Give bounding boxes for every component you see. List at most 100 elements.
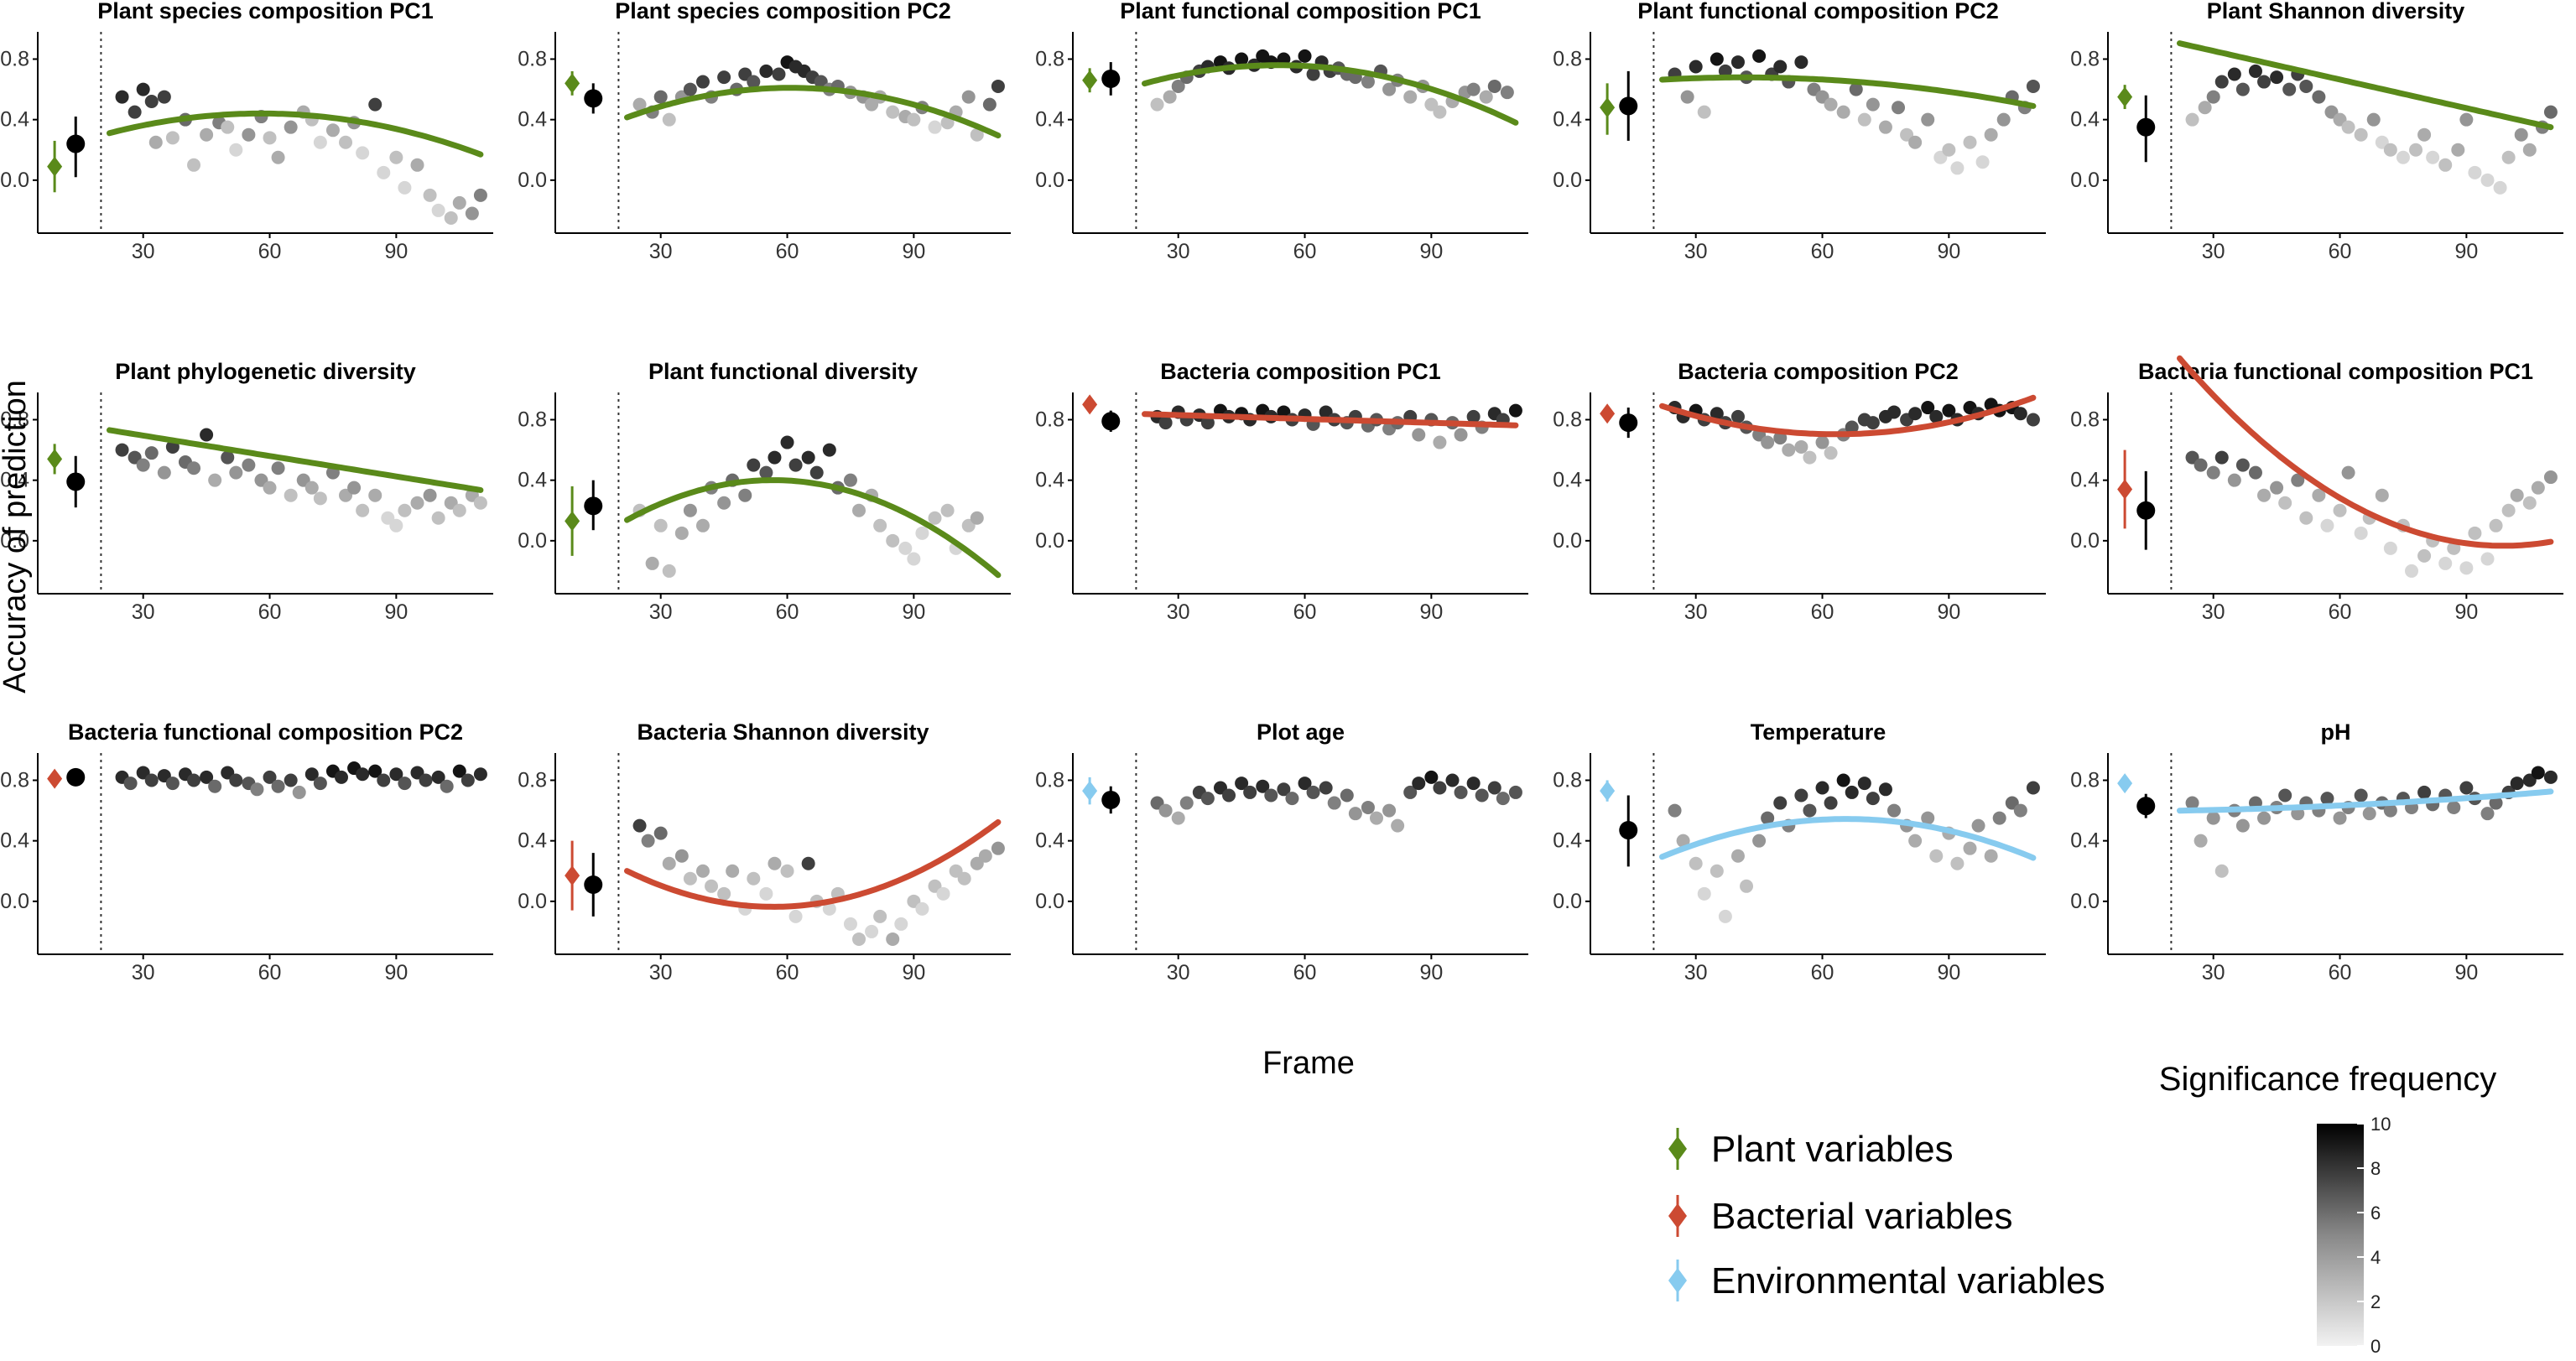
data-point <box>2396 150 2410 164</box>
data-point <box>1929 849 1944 863</box>
data-point <box>1348 807 1362 821</box>
x-tick-label: 90 <box>902 961 925 984</box>
data-point <box>1815 781 1829 795</box>
data-point <box>2489 518 2503 532</box>
data-point <box>2227 473 2241 487</box>
colorbar-tick-label: 0 <box>2370 1336 2381 1357</box>
y-tick-label: 0.4 <box>2070 829 2100 853</box>
data-point <box>873 909 887 923</box>
data-point <box>263 770 277 784</box>
data-point <box>440 779 454 793</box>
baseline-diamond <box>47 449 63 470</box>
data-point <box>1836 105 1850 119</box>
data-point <box>2501 503 2516 517</box>
data-point <box>431 203 445 217</box>
data-point <box>1878 120 1892 134</box>
data-point <box>2333 811 2347 825</box>
data-point <box>2194 834 2208 848</box>
x-tick-label: 90 <box>2454 961 2478 984</box>
y-tick-label: 0.8 <box>1035 768 1064 792</box>
baseline-circle <box>66 472 86 491</box>
fit-curve <box>2177 788 2554 814</box>
legend-item-environment: Environmental variables <box>1668 1260 2105 1301</box>
data-point <box>200 127 214 142</box>
panel-title: Plant functional diversity <box>648 359 918 384</box>
y-tick-label: 0.8 <box>518 47 547 70</box>
data-point <box>208 473 222 487</box>
data-point <box>1370 811 1383 825</box>
data-point <box>2227 67 2241 81</box>
data-point <box>2459 112 2474 127</box>
data-point <box>473 188 487 202</box>
y-tick-label: 0.8 <box>2070 408 2100 431</box>
data-point <box>1200 792 1215 806</box>
data-point <box>229 773 243 787</box>
data-point <box>1950 856 1965 870</box>
data-point <box>2426 150 2440 164</box>
data-point <box>2366 112 2381 127</box>
x-tick-label: 60 <box>2329 600 2352 624</box>
data-point <box>674 526 689 540</box>
data-point <box>2354 788 2368 803</box>
data-point <box>1689 856 1703 870</box>
baseline-diamond <box>1600 403 1616 424</box>
panel-title: Bacteria composition PC2 <box>1678 359 1959 384</box>
data-point <box>284 773 298 787</box>
panel-14: Temperature 0.0 0.4 0.8 30 60 90 <box>1553 719 2046 984</box>
data-point <box>356 503 370 517</box>
data-point <box>2206 811 2220 825</box>
data-point <box>2480 807 2495 821</box>
data-point <box>1171 79 1185 93</box>
data-point <box>1710 407 1724 421</box>
data-point <box>144 773 159 787</box>
y-tick-label: 0.8 <box>0 408 29 431</box>
baseline-diamond <box>565 73 580 94</box>
colorbar-ticks: 0 2 4 6 8 10 <box>2357 1114 2391 1357</box>
panel-title: pH <box>2321 719 2351 745</box>
y-tick-label: 0.8 <box>0 47 29 70</box>
data-point <box>1433 105 1447 119</box>
data-point <box>2248 465 2262 480</box>
panel-title: Plant phylogenetic diversity <box>115 359 416 384</box>
baseline-diamond <box>1600 97 1616 118</box>
data-point <box>747 75 761 89</box>
data-point <box>2214 75 2229 89</box>
panel-title: Bacteria composition PC1 <box>1160 359 1441 384</box>
data-point <box>410 496 424 510</box>
data-point <box>822 443 836 457</box>
baseline-diamond <box>47 156 63 177</box>
data-point <box>2206 90 2220 104</box>
x-tick-label: 60 <box>258 600 282 624</box>
x-tick-label: 90 <box>2454 240 2478 263</box>
y-tick-label: 0.4 <box>0 469 29 492</box>
y-tick-label: 0.4 <box>0 108 29 132</box>
x-tick-label: 60 <box>1293 600 1317 624</box>
y-tick-label: 0.0 <box>0 890 29 913</box>
data-point <box>2291 473 2305 487</box>
colorbar-tick-label: 6 <box>2370 1203 2381 1223</box>
data-point <box>726 864 740 878</box>
y-tick-label: 0.0 <box>1035 529 1064 553</box>
data-point <box>208 779 222 793</box>
data-point <box>886 105 900 119</box>
x-tick-label: 30 <box>2202 240 2225 263</box>
baseline-circle <box>2136 797 2156 816</box>
baseline-diamond <box>47 768 63 789</box>
data-point <box>1500 86 1514 100</box>
data-point <box>1975 155 1990 169</box>
data-point <box>1508 403 1522 418</box>
data-point <box>377 773 391 787</box>
data-point <box>263 131 277 145</box>
data-point <box>1200 416 1215 430</box>
data-point <box>1710 52 1724 66</box>
data-point <box>2198 101 2212 115</box>
data-point <box>1752 49 1767 63</box>
baseline-diamond <box>565 865 580 886</box>
data-point <box>1803 450 1817 465</box>
data-point <box>157 465 171 480</box>
data-point <box>2257 75 2272 89</box>
data-point <box>843 473 857 487</box>
data-point <box>717 496 731 510</box>
fit-curve <box>624 818 1002 910</box>
data-point <box>1158 416 1173 430</box>
